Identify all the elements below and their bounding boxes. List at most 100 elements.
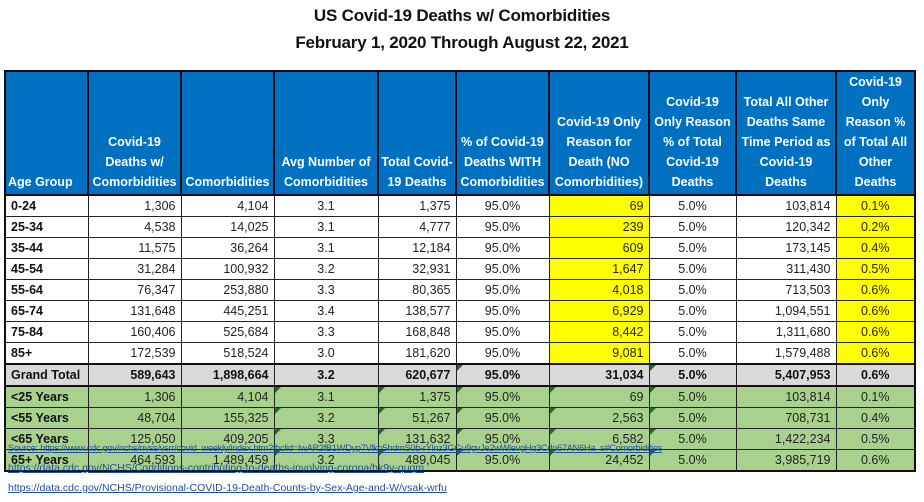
col-header-total-deaths: Total Covid-19 Deaths — [377, 70, 457, 196]
table-row: 35-44 11,575 36,264 3.1 12,184 95.0% 609 5.0% 17… — [4, 237, 916, 259]
cell-pct-with-comorbidities: 95.0% — [455, 449, 550, 472]
cell-deaths-with-comorbidities: 160,406 — [87, 321, 182, 343]
cell-deaths-with-comorbidities: 76,347 — [87, 279, 182, 301]
cell-deaths-with-comorbidities: 48,704 — [87, 407, 182, 429]
col-header-avg-comorbidities: Avg Number of Comorbidities — [273, 70, 379, 196]
cell-covid-only-pct: 5.0% — [648, 449, 737, 472]
cell-all-other-deaths: 103,814 — [735, 385, 837, 408]
cell-covid-only-pct-other: 0.5% — [835, 258, 916, 280]
cell-covid-only: 24,452 — [548, 449, 650, 472]
cell-avg-comorbidities: 3.0 — [273, 342, 379, 365]
cell-covid-only-pct-other: 0.5% — [835, 428, 916, 450]
cell-age-group: 55-64 — [4, 279, 89, 301]
cell-deaths-with-comorbidities: 589,643 — [87, 363, 182, 387]
cell-total-deaths: 12,184 — [377, 237, 457, 259]
cell-total-deaths: 131,632 — [377, 428, 457, 450]
cell-covid-only-pct-other: 0.6% — [835, 449, 916, 472]
cell-covid-only-pct: 5.0% — [648, 300, 737, 322]
comorbidities-table: Age Group Covid-19 Deaths w/ Comorbiditi… — [4, 70, 916, 472]
age-summary-row: <25 Years 1,306 4,104 3.1 1,375 95.0% 69 5.0% 10… — [4, 385, 916, 408]
col-header-comorbidities: Comorbidities — [180, 70, 275, 196]
source-link-conditions[interactable]: https://data.cdc.gov/NCHS/Conditions-con… — [8, 462, 425, 474]
cell-all-other-deaths: 708,731 — [735, 407, 837, 429]
cell-avg-comorbidities: 3.2 — [273, 258, 379, 280]
cell-deaths-with-comorbidities: 31,284 — [87, 258, 182, 280]
cell-pct-with-comorbidities: 95.0% — [455, 194, 550, 217]
cell-covid-only-pct: 5.0% — [648, 321, 737, 343]
table-row: 25-34 4,538 14,025 3.1 4,777 95.0% 239 5.0% 120,… — [4, 216, 916, 238]
cell-covid-only-pct-other: 0.6% — [835, 279, 916, 301]
page-subtitle: February 1, 2020 Through August 22, 2021 — [295, 33, 629, 52]
cell-covid-only-pct: 5.0% — [648, 194, 737, 217]
age-summary-row: 65+ Years 464,593 1,489,459 3.2 489,045 95.0%… — [4, 449, 916, 472]
cell-age-group: 75-84 — [4, 321, 89, 343]
cell-comorbidities: 518,524 — [180, 342, 275, 365]
cell-pct-with-comorbidities: 95.0% — [455, 237, 550, 259]
cell-age-group: <25 Years — [4, 385, 89, 408]
cell-covid-only-pct: 5.0% — [648, 258, 737, 280]
table-row: 45-54 31,284 100,932 3.2 32,931 95.0% 1,647 5.0… — [4, 258, 916, 280]
cell-pct-with-comorbidities: 95.0% — [455, 279, 550, 301]
cell-covid-only-pct: 5.0% — [648, 216, 737, 238]
col-header-covid-only-pct: Covid-19 Only Reason % of Total Covid-19… — [648, 70, 737, 196]
cell-covid-only: 6,582 — [548, 428, 650, 450]
source-link-cdc-weekly[interactable]: Source: https://www.cdc.gov/nchs/nvss/vs… — [8, 443, 663, 453]
cell-deaths-with-comorbidities: 464,593 — [87, 449, 182, 472]
cell-all-other-deaths: 1,311,680 — [735, 321, 837, 343]
cell-comorbidities: 253,880 — [180, 279, 275, 301]
cell-all-other-deaths: 311,430 — [735, 258, 837, 280]
cell-comorbidities: 100,932 — [180, 258, 275, 280]
cell-covid-only: 1,647 — [548, 258, 650, 280]
cell-covid-only: 239 — [548, 216, 650, 238]
age-summary-row: <55 Years 48,704 155,325 3.2 51,267 95.0% 2,56… — [4, 407, 916, 429]
cell-covid-only-pct-other: 0.6% — [835, 363, 916, 387]
cell-comorbidities: 1,898,664 — [180, 363, 275, 387]
cell-pct-with-comorbidities: 95.0% — [455, 342, 550, 365]
cell-total-deaths: 620,677 — [377, 363, 457, 387]
cell-age-group: 45-54 — [4, 258, 89, 280]
cell-avg-comorbidities: 3.3 — [273, 428, 379, 450]
cell-covid-only-pct-other: 0.4% — [835, 237, 916, 259]
cell-age-group: 65+ Years — [4, 449, 89, 472]
cell-covid-only: 4,018 — [548, 279, 650, 301]
cell-covid-only-pct: 5.0% — [648, 342, 737, 365]
cell-total-deaths: 138,577 — [377, 300, 457, 322]
grand-total-row: Grand Total 589,643 1,898,664 3.2 620,677 95.… — [4, 363, 916, 387]
cell-avg-comorbidities: 3.3 — [273, 279, 379, 301]
cell-covid-only: 69 — [548, 385, 650, 408]
cell-comorbidities: 36,264 — [180, 237, 275, 259]
cell-avg-comorbidities: 3.1 — [273, 385, 379, 408]
cell-age-group: <65 Years — [4, 428, 89, 450]
col-header-all-other-deaths: Total All Other Deaths Same Time Period … — [735, 70, 837, 196]
source-links: Source: https://www.cdc.gov/nchs/nvss/vs… — [8, 442, 662, 502]
cell-avg-comorbidities: 3.2 — [273, 363, 379, 387]
cell-covid-only-pct: 5.0% — [648, 279, 737, 301]
cell-covid-only: 69 — [548, 194, 650, 217]
cell-age-group: 0-24 — [4, 194, 89, 217]
cell-covid-only-pct: 5.0% — [648, 385, 737, 408]
cell-deaths-with-comorbidities: 11,575 — [87, 237, 182, 259]
cell-covid-only: 2,563 — [548, 407, 650, 429]
source-link-provisional-counts[interactable]: https://data.cdc.gov/NCHS/Provisional-CO… — [8, 482, 447, 494]
cell-avg-comorbidities: 3.1 — [273, 194, 379, 217]
table-row: 0-24 1,306 4,104 3.1 1,375 95.0% 69 5.0% 103,814… — [4, 194, 916, 217]
cell-covid-only: 9,081 — [548, 342, 650, 365]
cell-pct-with-comorbidities: 95.0% — [455, 321, 550, 343]
cell-comorbidities: 1,489,459 — [180, 449, 275, 472]
cell-covid-only: 6,929 — [548, 300, 650, 322]
cell-total-deaths: 168,848 — [377, 321, 457, 343]
cell-total-deaths: 181,620 — [377, 342, 457, 365]
cell-covid-only-pct-other: 0.6% — [835, 342, 916, 365]
cell-all-other-deaths: 120,342 — [735, 216, 837, 238]
cell-comorbidities: 525,684 — [180, 321, 275, 343]
cell-avg-comorbidities: 3.2 — [273, 449, 379, 472]
col-header-pct-with-comorbidities: % of Covid-19 Deaths WITH Comorbidities — [455, 70, 550, 196]
cell-covid-only-pct-other: 0.4% — [835, 407, 916, 429]
cell-total-deaths: 1,375 — [377, 194, 457, 217]
cell-age-group: 35-44 — [4, 237, 89, 259]
col-header-deaths-with-comorbidities: Covid-19 Deaths w/ Comorbidities — [87, 70, 182, 196]
table-row: 75-84 160,406 525,684 3.3 168,848 95.0% 8,442 5… — [4, 321, 916, 343]
cell-covid-only: 31,034 — [548, 363, 650, 387]
cell-pct-with-comorbidities: 95.0% — [455, 258, 550, 280]
cell-all-other-deaths: 1,094,551 — [735, 300, 837, 322]
